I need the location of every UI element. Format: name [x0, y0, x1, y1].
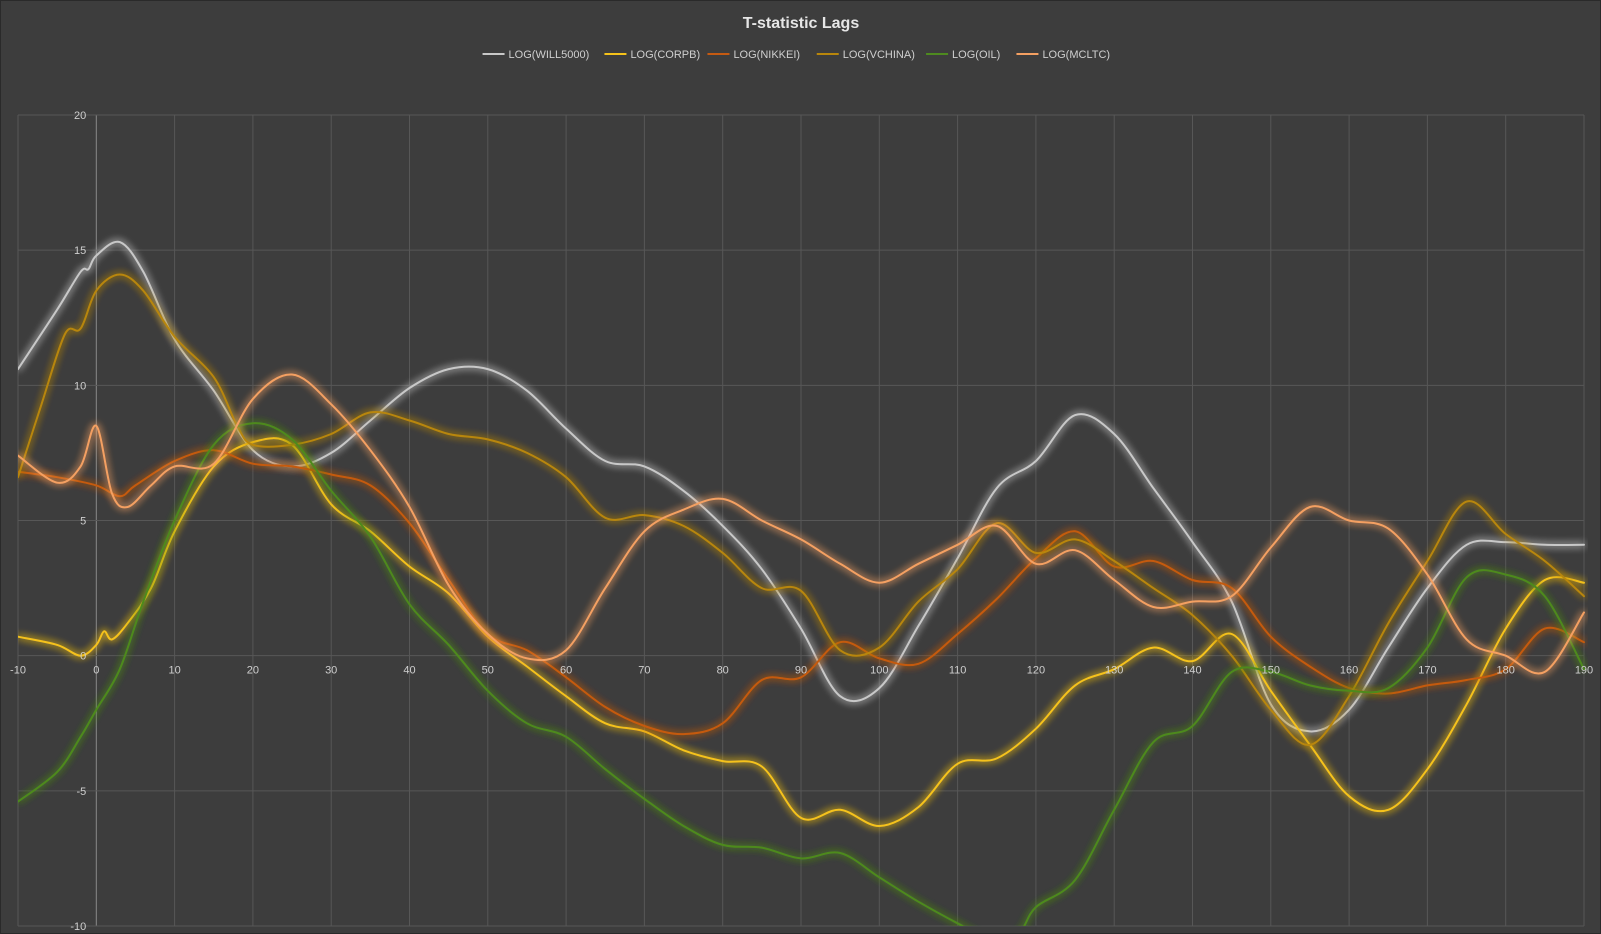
x-tick-label: 40	[403, 665, 415, 677]
y-tick-label: 10	[74, 380, 86, 392]
y-tick-label: 15	[74, 245, 86, 257]
x-tick-label: 20	[247, 665, 259, 677]
legend-item: LOG(CORPB)	[604, 49, 700, 61]
x-tick-label: 190	[1575, 665, 1593, 677]
chart-title: T-statistic Lags	[743, 15, 860, 32]
x-axis: -10 0 10 20 30 40 50 60 70 80 90 100 110 120 130 140 150…	[10, 665, 1593, 677]
legend-item: LOG(VCHINA)	[816, 49, 915, 61]
legend: LOG(WILL5000) LOG(CORPB) LOG(NIKKEI) LOG(VC…	[482, 49, 1110, 61]
x-tick-label: 120	[1027, 665, 1045, 677]
x-tick-label: 50	[482, 665, 494, 677]
y-tick-label: -5	[77, 786, 87, 798]
legend-item: LOG(MCLTC)	[1016, 49, 1110, 61]
legend-item: LOG(NIKKEI)	[707, 49, 800, 61]
series-line-log-will5000	[18, 240, 1585, 733]
x-tick-label: 70	[638, 665, 650, 677]
x-tick-label: 90	[795, 665, 807, 677]
y-tick-label: 20	[74, 110, 86, 122]
y-tick-label: -10	[70, 921, 86, 933]
x-tick-label: 130	[1105, 665, 1123, 677]
x-tick-label: 180	[1497, 665, 1515, 677]
legend-item: LOG(WILL5000)	[482, 49, 590, 61]
legend-label: LOG(MCLTC)	[1042, 49, 1110, 61]
x-tick-label: 110	[949, 665, 967, 677]
series-line-log-mcltc	[18, 373, 1585, 675]
x-tick-label: 170	[1418, 665, 1436, 677]
legend-label: LOG(VCHINA)	[843, 49, 915, 61]
y-axis: -10 -5 0 5 10 15 20	[70, 110, 86, 933]
x-tick-label: 160	[1340, 665, 1358, 677]
x-tick-label: 0	[93, 665, 99, 677]
series-layer	[18, 240, 1585, 926]
y-tick-label: 5	[80, 516, 86, 528]
x-tick-label: 30	[325, 665, 337, 677]
legend-label: LOG(WILL5000)	[509, 49, 590, 61]
series-line-log-oil	[18, 422, 1585, 926]
x-tick-label: -10	[10, 665, 26, 677]
x-tick-label: 60	[560, 665, 572, 677]
x-tick-label: 80	[717, 665, 729, 677]
legend-label: LOG(CORPB)	[630, 49, 700, 61]
series-line-log-vchina	[18, 273, 1585, 746]
legend-label: LOG(OIL)	[952, 49, 1000, 61]
y-tick-label: 0	[80, 651, 86, 663]
series-line-log-nikkei	[18, 449, 1585, 736]
x-tick-label: 10	[168, 665, 180, 677]
gridlines	[17, 114, 1585, 927]
x-tick-label: 150	[1262, 665, 1280, 677]
legend-label: LOG(NIKKEI)	[733, 49, 800, 61]
legend-item: LOG(OIL)	[926, 49, 1000, 61]
x-tick-label: 100	[870, 665, 888, 677]
x-tick-label: 140	[1183, 665, 1201, 677]
